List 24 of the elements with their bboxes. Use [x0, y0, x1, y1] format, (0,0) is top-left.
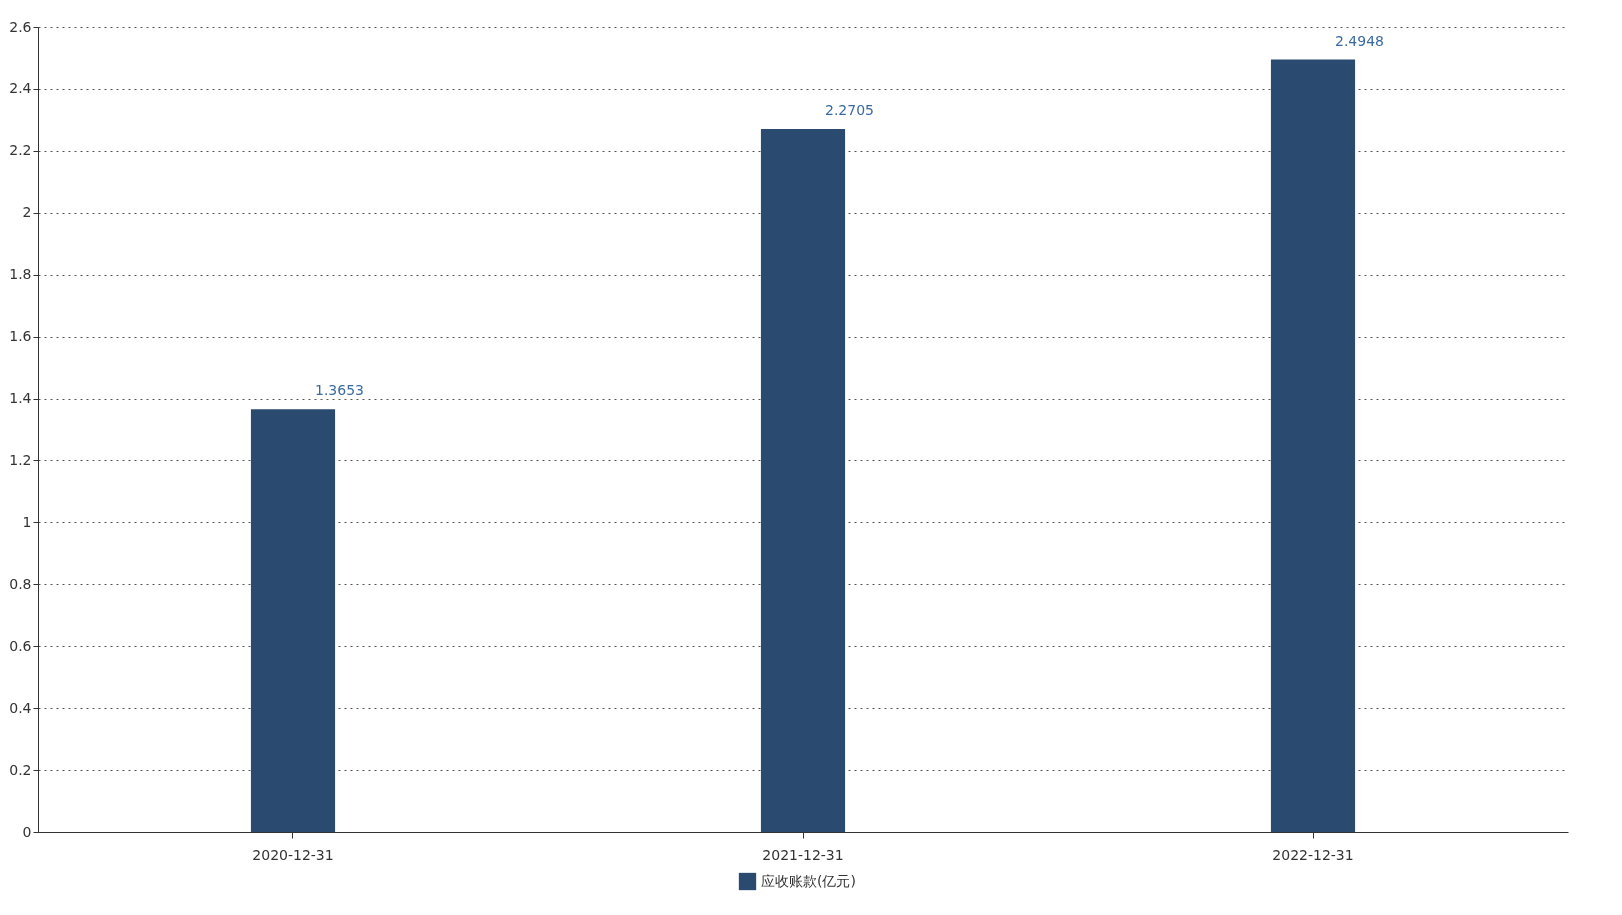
legend-label: 应收账款(亿元): [761, 872, 856, 889]
bar: [250, 409, 336, 832]
y-tick-label: 1.6: [9, 328, 32, 345]
y-tick-label: 0.2: [9, 761, 32, 778]
data-label: 2.4948: [1335, 32, 1384, 49]
bar: [1270, 59, 1356, 832]
x-tick-label: 2022-12-31: [1272, 846, 1354, 863]
y-tick-label: 2.6: [9, 18, 32, 35]
y-tick-label: 2.4: [9, 80, 32, 97]
y-tick-label: 1.8: [9, 266, 32, 283]
x-tick-label: 2020-12-31: [252, 846, 334, 863]
y-tick-label: 0: [22, 823, 32, 840]
y-tick-label: 0.4: [9, 699, 32, 716]
y-tick-label: 1.2: [9, 451, 32, 468]
x-tick-label: 2021-12-31: [762, 846, 844, 863]
bar: [760, 129, 846, 832]
y-tick-label: 1: [22, 513, 32, 530]
y-tick-label: 2: [22, 204, 32, 221]
y-tick-label: 0.6: [9, 637, 32, 654]
y-tick-label: 2.2: [9, 142, 32, 159]
data-label: 1.3653: [315, 382, 364, 399]
y-tick-label: 0.8: [9, 575, 32, 592]
y-tick-label: 1.4: [9, 390, 32, 407]
data-label: 2.2705: [825, 102, 874, 119]
